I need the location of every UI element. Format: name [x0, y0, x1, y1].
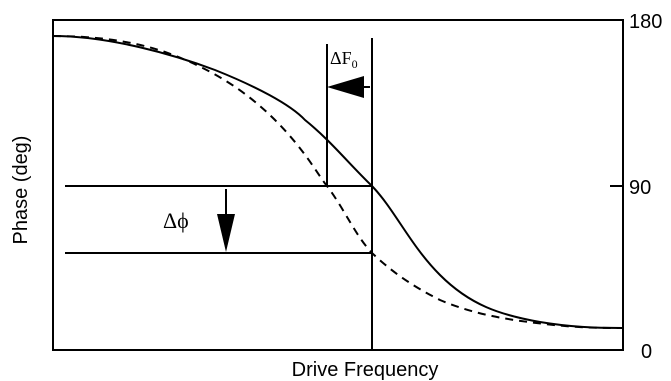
delta-phi-label: Δϕ — [163, 208, 189, 233]
delta-f-label: ΔF0 — [330, 48, 358, 71]
x-axis-label: Drive Frequency — [292, 359, 439, 381]
solid-phase-curve — [52, 35, 623, 329]
dashed-phase-curve — [52, 35, 623, 329]
y-axis-label: Phase (deg) — [10, 136, 32, 245]
delta-f-main: ΔF — [330, 48, 352, 68]
delta-phi-arrowhead — [217, 214, 235, 252]
tick-label-0: 0 — [641, 341, 652, 363]
tick-label-180: 180 — [629, 11, 662, 33]
delta-f-arrowhead — [327, 76, 364, 98]
tick-label-90: 90 — [629, 177, 651, 199]
delta-f-subscript: 0 — [352, 57, 358, 71]
